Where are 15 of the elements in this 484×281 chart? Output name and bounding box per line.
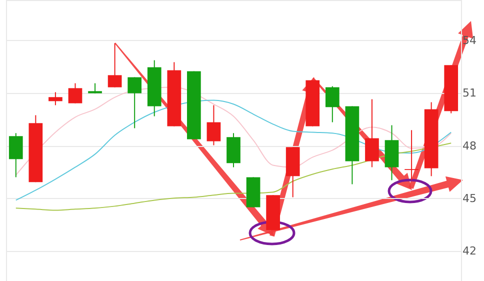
candlestick: [8, 132, 23, 178]
candlestick: [48, 92, 62, 106]
y-tick-label: 51: [462, 86, 476, 100]
line-series: [15, 142, 452, 211]
candlestick: [128, 76, 142, 129]
candlestick: [88, 82, 102, 94]
y-tick-label: 45: [462, 192, 476, 205]
y-tick-label: 48: [462, 139, 476, 152]
candlestick: [206, 104, 221, 146]
y-tick-label: 42: [462, 244, 476, 258]
candlestick: [325, 86, 340, 123]
candlestick: [404, 130, 418, 181]
candlestick: [108, 42, 122, 88]
candlestick: [68, 82, 82, 104]
candlestick: [365, 98, 379, 168]
